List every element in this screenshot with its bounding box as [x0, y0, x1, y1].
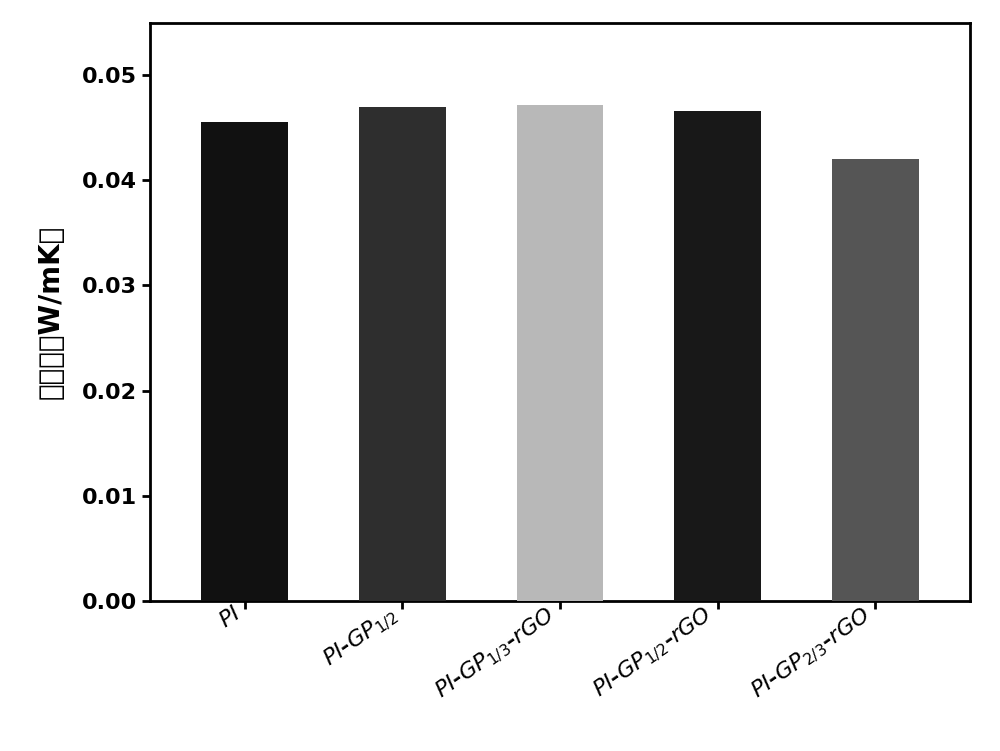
Text: $\mathit{PI}$-$\mathit{GP}$$_{\mathit{2/3}}$-$\mathit{rGO}$: $\mathit{PI}$-$\mathit{GP}$$_{\mathit{2/…	[747, 603, 875, 704]
Bar	[674, 111, 761, 601]
Bar	[832, 159, 919, 601]
Text: $\mathit{PI}$-$\mathit{GP}$$_{\mathit{1/2}}$: $\mathit{PI}$-$\mathit{GP}$$_{\mathit{1/…	[319, 603, 402, 672]
Y-axis label: 热导率（W/mK）: 热导率（W/mK）	[37, 225, 65, 399]
Bar	[517, 104, 603, 601]
Text: $\mathit{PI}$: $\mathit{PI}$	[216, 603, 245, 632]
Text: $\mathit{PI}$-$\mathit{GP}$$_{\mathit{1/2}}$-$\mathit{rGO}$: $\mathit{PI}$-$\mathit{GP}$$_{\mathit{1/…	[590, 603, 718, 703]
Bar	[201, 122, 288, 601]
Text: $\mathit{PI}$-$\mathit{GP}$$_{\mathit{1/3}}$-$\mathit{rGO}$: $\mathit{PI}$-$\mathit{GP}$$_{\mathit{1/…	[431, 603, 560, 704]
Bar	[359, 107, 446, 601]
